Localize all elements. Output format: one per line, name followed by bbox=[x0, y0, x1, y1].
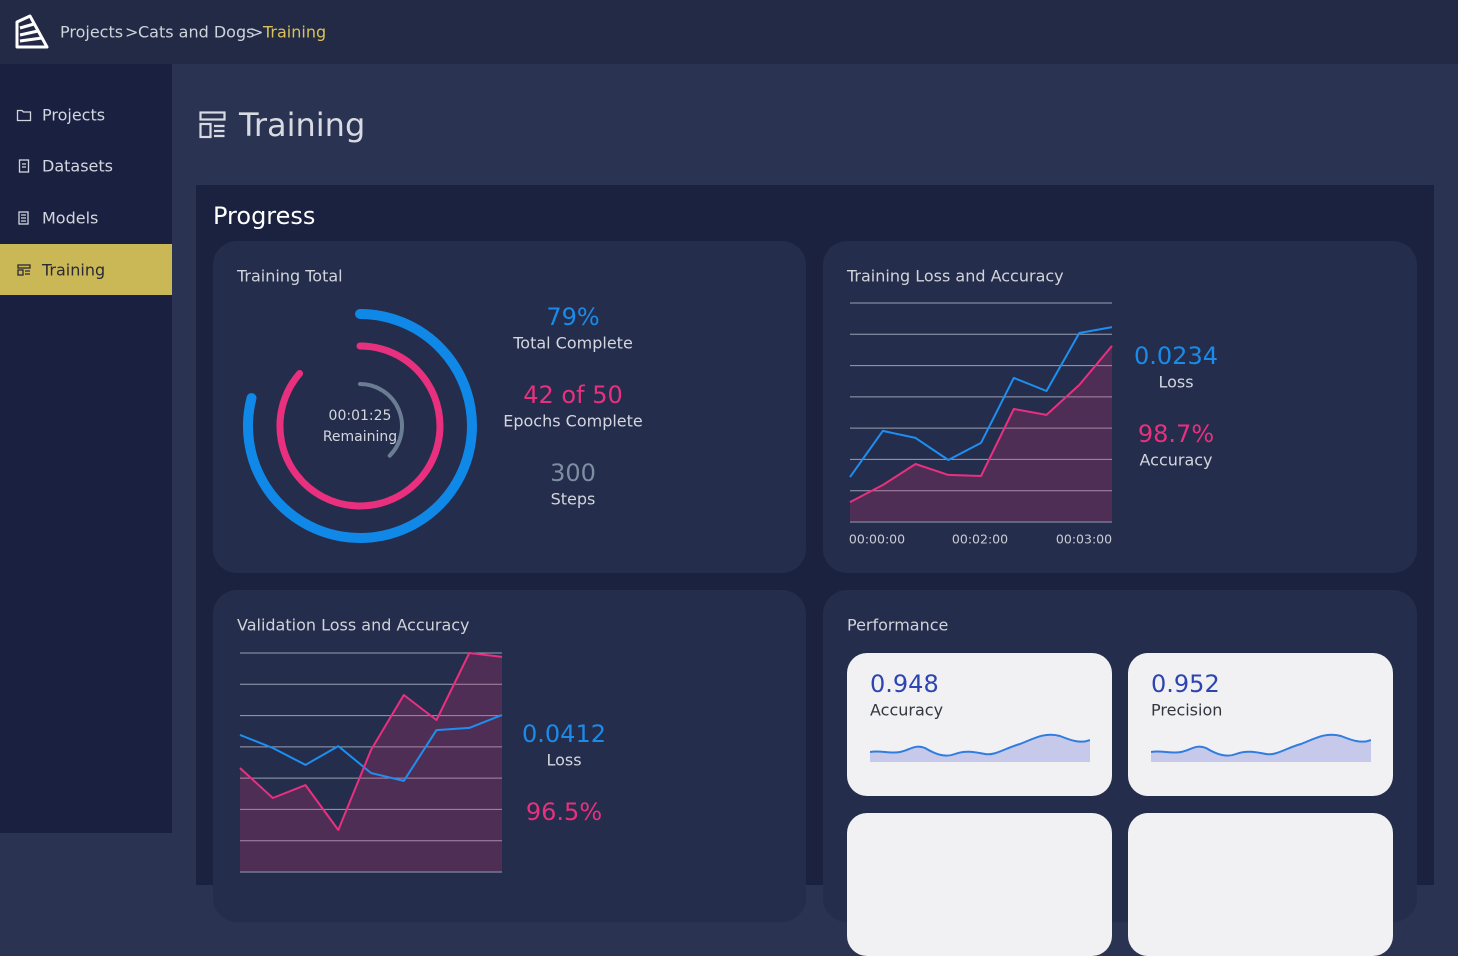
metric-label: Accuracy bbox=[870, 700, 944, 720]
series-line bbox=[239, 652, 503, 831]
nav-label: Models bbox=[42, 208, 99, 227]
area bbox=[240, 653, 502, 872]
x-tick-label: 00:02:00 bbox=[951, 531, 1009, 547]
breadcrumb-link[interactable]: Cats and Dogs bbox=[138, 22, 255, 42]
stat-value: 0.0234 bbox=[1134, 342, 1218, 370]
progress-rings bbox=[242, 309, 477, 543]
card-title: Validation Loss and Accuracy bbox=[237, 615, 470, 635]
card-title: Performance bbox=[847, 615, 949, 635]
nav-label: Training bbox=[42, 260, 106, 279]
nav-item[interactable]: Training bbox=[0, 244, 172, 295]
stat-label: Accuracy bbox=[1139, 450, 1213, 470]
nav-label: Datasets bbox=[42, 156, 113, 175]
ring bbox=[358, 382, 404, 458]
area bbox=[850, 345, 1112, 522]
nav-item[interactable]: Projects bbox=[0, 89, 172, 140]
metric-card: 0.948 Accuracy bbox=[847, 653, 1112, 796]
stat-value: 300 bbox=[550, 459, 596, 487]
sidebar: Projects Datasets Models Training bbox=[0, 64, 172, 833]
remaining-label: Remaining bbox=[322, 429, 398, 445]
stat-value: 42 of 50 bbox=[523, 381, 623, 409]
breadcrumb-separator: > bbox=[125, 22, 139, 42]
page-title-icon bbox=[199, 111, 226, 139]
x-tick-label: 00:00:00 bbox=[848, 531, 906, 547]
top-bar: Projects > Cats and Dogs > Training bbox=[0, 0, 1458, 64]
breadcrumb-separator: > bbox=[250, 22, 264, 42]
metric-card: 0.952 Precision bbox=[1128, 653, 1393, 796]
ring bbox=[242, 309, 477, 543]
stat-value: 0.0412 bbox=[522, 720, 606, 748]
metric-card bbox=[847, 813, 1112, 956]
card-title: Training Loss and Accuracy bbox=[847, 266, 1064, 286]
nav-item[interactable]: Datasets bbox=[0, 140, 172, 191]
stat-value: 98.7% bbox=[1137, 420, 1215, 448]
stat-label: Total Complete bbox=[513, 333, 633, 353]
stat-label: Epochs Complete bbox=[503, 411, 643, 431]
ring bbox=[276, 342, 444, 510]
nav-label: Projects bbox=[42, 105, 106, 124]
sparkline bbox=[1151, 733, 1371, 762]
model-icon bbox=[18, 211, 29, 225]
logo[interactable] bbox=[14, 14, 50, 50]
stat-label: Loss bbox=[1158, 372, 1194, 392]
remaining-time: 00:01:25 bbox=[328, 408, 392, 424]
page-title: Training bbox=[239, 106, 366, 144]
breadcrumb-link[interactable]: Projects bbox=[60, 22, 124, 42]
series-line bbox=[239, 714, 503, 782]
stat-label: Steps bbox=[550, 489, 596, 509]
metric-value: 0.948 bbox=[870, 670, 939, 698]
stat-value: 96.5% bbox=[525, 798, 603, 826]
stat-value: 79% bbox=[546, 303, 600, 331]
folder-icon bbox=[16, 109, 32, 122]
metric-value: 0.952 bbox=[1151, 670, 1220, 698]
series-line bbox=[849, 326, 1113, 478]
card bbox=[823, 241, 1417, 573]
card bbox=[213, 241, 806, 573]
sparkline bbox=[870, 733, 1090, 762]
training-icon bbox=[17, 264, 31, 276]
card-title: Training Total bbox=[237, 266, 343, 286]
stat-label: Loss bbox=[546, 750, 582, 770]
section-title: Progress bbox=[213, 202, 316, 230]
metric-card bbox=[1128, 813, 1393, 956]
nav-item[interactable]: Models bbox=[0, 192, 172, 243]
line-chart bbox=[849, 302, 1113, 523]
series-line bbox=[849, 345, 1113, 503]
metric-label: Precision bbox=[1151, 700, 1223, 720]
dataset-icon bbox=[18, 159, 30, 173]
line-chart bbox=[239, 652, 503, 873]
breadcrumb-current: Training bbox=[263, 22, 327, 42]
x-tick-label: 00:03:00 bbox=[1055, 531, 1113, 547]
